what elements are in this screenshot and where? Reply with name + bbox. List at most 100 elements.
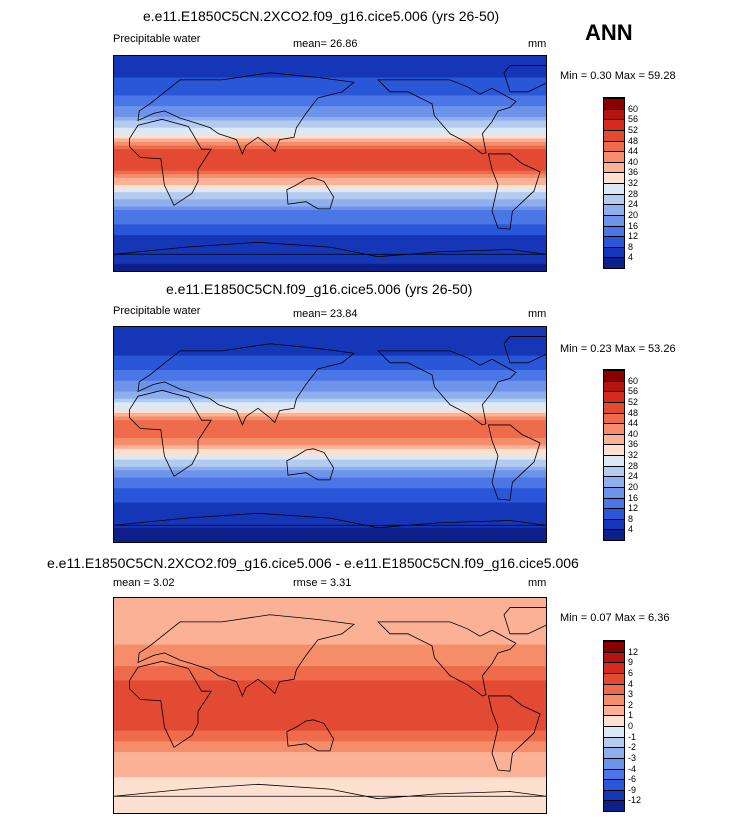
latitude-band bbox=[114, 752, 546, 757]
latitude-band bbox=[114, 395, 546, 400]
latitude-band bbox=[114, 402, 546, 407]
colorbar-tick-label: 32 bbox=[628, 450, 639, 460]
latitude-band bbox=[114, 220, 546, 226]
colorbar-swatch bbox=[604, 662, 624, 673]
colorbar-swatch bbox=[604, 172, 624, 183]
colorbar-swatch bbox=[604, 370, 624, 381]
colorbar-tick-label: 6 bbox=[628, 667, 634, 678]
continent-outline-samerica bbox=[487, 695, 541, 772]
latitude-band bbox=[114, 192, 546, 197]
latitude-band bbox=[114, 666, 546, 671]
latitude-band bbox=[114, 159, 546, 165]
colorbar-tick-label: -3 bbox=[628, 752, 637, 763]
colorbar-swatch bbox=[604, 401, 624, 413]
latitude-band bbox=[114, 524, 546, 529]
latitude-band bbox=[114, 359, 546, 364]
latitude-band bbox=[114, 484, 546, 489]
latitude-band bbox=[114, 694, 546, 699]
latitude-band bbox=[114, 712, 546, 717]
panel1-title: e.e11.E1850C5CN.2XCO2.f09_g16.cice5.006 … bbox=[143, 8, 500, 24]
latitude-band bbox=[114, 344, 546, 350]
latitude-band bbox=[114, 327, 546, 332]
latitude-band bbox=[114, 495, 546, 500]
colorbar-tick-label: 20 bbox=[628, 481, 639, 492]
latitude-band bbox=[114, 167, 546, 172]
latitude-band bbox=[114, 502, 546, 507]
colorbar-tick-label: 40 bbox=[628, 428, 639, 439]
colorbar-swatch bbox=[604, 683, 624, 695]
panel3-rmse-label: rmse = 3.31 bbox=[293, 577, 352, 589]
colorbar-tick-label: -1 bbox=[628, 731, 637, 742]
latitude-band bbox=[114, 445, 546, 450]
latitude-band bbox=[114, 134, 546, 140]
colorbar-swatch bbox=[604, 779, 624, 790]
latitude-band bbox=[114, 705, 546, 710]
colorbar-tick-label: 52 bbox=[628, 396, 639, 407]
latitude-band bbox=[114, 795, 546, 800]
latitude-band bbox=[114, 491, 546, 497]
colorbar-swatch bbox=[604, 129, 624, 141]
colorbar-swatch bbox=[604, 183, 624, 194]
colorbar-swatch bbox=[604, 151, 624, 162]
panel3-map bbox=[113, 597, 547, 814]
latitude-band bbox=[114, 784, 546, 789]
colorbar-tick-label: 1 bbox=[628, 710, 634, 721]
colorbar-tick-label: -2 bbox=[628, 742, 637, 753]
latitude-band bbox=[114, 619, 546, 624]
latitude-band bbox=[114, 245, 546, 251]
latitude-band bbox=[114, 741, 546, 746]
colorbar-tick-label: 12 bbox=[628, 646, 639, 657]
colorbar-swatch bbox=[604, 108, 624, 120]
latitude-band bbox=[114, 398, 546, 403]
latitude-band bbox=[114, 199, 546, 204]
latitude-band bbox=[114, 152, 546, 157]
latitude-band bbox=[114, 773, 546, 778]
latitude-band bbox=[114, 348, 546, 353]
continent-outline-antarctica bbox=[114, 241, 546, 258]
colorbar-swatch bbox=[604, 423, 624, 434]
colorbar-swatch bbox=[604, 757, 624, 769]
latitude-band bbox=[114, 263, 546, 269]
colorbar-swatch bbox=[604, 119, 624, 130]
latitude-band bbox=[114, 598, 546, 603]
latitude-band bbox=[114, 202, 546, 208]
latitude-band bbox=[114, 102, 546, 107]
latitude-band bbox=[114, 441, 546, 446]
latitude-band bbox=[114, 448, 546, 454]
colorbar-swatch bbox=[604, 455, 624, 466]
continent-outline-greenland bbox=[503, 336, 546, 364]
panel1-variable-label: Precipitable water bbox=[113, 33, 201, 45]
latitude-band bbox=[114, 499, 546, 504]
colorbar-tick-label: 2 bbox=[628, 699, 634, 710]
colorbar-swatch bbox=[604, 704, 624, 716]
latitude-band bbox=[114, 138, 546, 143]
latitude-band bbox=[114, 651, 546, 656]
latitude-band bbox=[114, 235, 546, 240]
latitude-band bbox=[114, 95, 546, 100]
panel3-title: e.e11.E1850C5CN.2XCO2.f09_g16.cice5.006 … bbox=[47, 555, 579, 571]
colorbar-swatch bbox=[604, 486, 624, 498]
latitude-band bbox=[114, 633, 546, 639]
latitude-band bbox=[114, 362, 546, 368]
latitude-band bbox=[114, 156, 546, 161]
latitude-band bbox=[114, 405, 546, 411]
colorbar-tick-label: 4 bbox=[628, 524, 634, 535]
colorbar-swatch bbox=[604, 161, 624, 173]
latitude-band bbox=[114, 434, 546, 439]
latitude-band bbox=[114, 798, 546, 803]
latitude-band bbox=[114, 805, 546, 811]
colorbar-tick-label: 24 bbox=[628, 199, 639, 210]
latitude-band bbox=[114, 253, 546, 258]
latitude-band bbox=[114, 195, 546, 200]
panel1-colorbar: 60 56 52 48 44 40 36 32 28 24 20 16 12 8 4 bbox=[603, 97, 638, 269]
latitude-band bbox=[114, 131, 546, 136]
latitude-band bbox=[114, 698, 546, 703]
colorbar-swatch bbox=[604, 140, 624, 152]
latitude-band bbox=[114, 605, 546, 610]
panel1-map bbox=[113, 55, 547, 272]
latitude-band bbox=[114, 466, 546, 471]
colorbar-tick-label: 0 bbox=[628, 721, 634, 731]
continent-outline-africa bbox=[129, 118, 212, 206]
latitude-band bbox=[114, 673, 546, 678]
latitude-band bbox=[114, 641, 546, 646]
